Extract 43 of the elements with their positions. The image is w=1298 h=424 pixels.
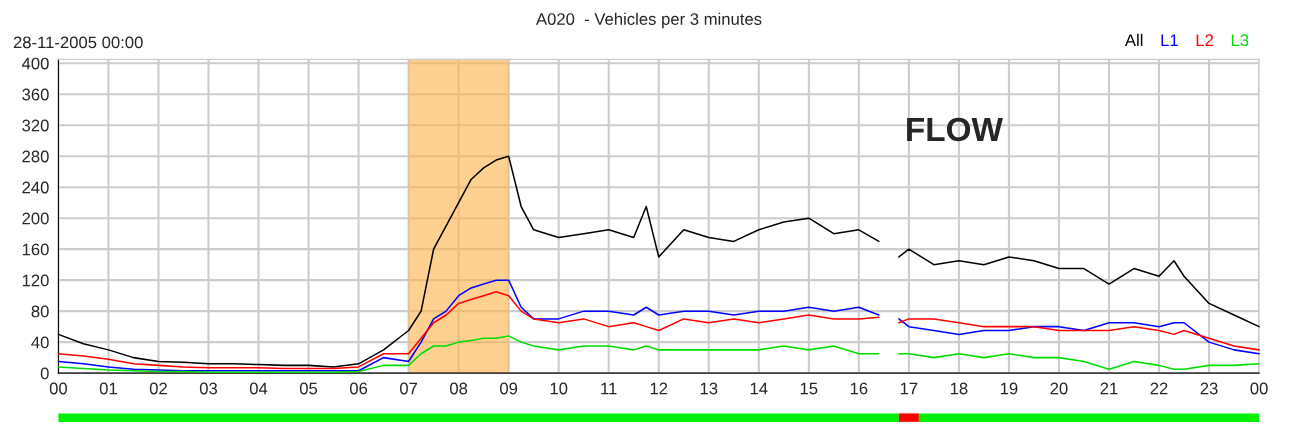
y-tick-label: 0: [40, 367, 49, 380]
chart-subtitle: 28-11-2005 00:00: [13, 36, 143, 49]
x-tick-label: 10: [550, 382, 568, 395]
x-tick-label: 00: [49, 382, 68, 395]
y-tick-label: 320: [22, 119, 49, 132]
x-tick-label: 14: [750, 382, 768, 395]
annotation: FLOW: [907, 117, 1003, 142]
x-tick-label: 13: [700, 382, 718, 395]
y-tick-label: 400: [21, 57, 49, 70]
chart-title: A020 - Vehicles per 3 minutes: [536, 12, 762, 29]
x-tick-label: 06: [349, 382, 368, 395]
x-tick-label: 07: [399, 382, 418, 395]
y-tick-label: 280: [22, 150, 49, 163]
x-tick-label: 09: [500, 382, 518, 395]
x-tick-label: 15: [800, 382, 818, 395]
x-tick-label: 22: [1150, 382, 1168, 395]
y-tick-label: 200: [22, 212, 49, 225]
x-tick-label: 11: [601, 382, 617, 395]
x-tick-label: 05: [299, 382, 318, 395]
x-tick-label: 16: [850, 382, 868, 395]
x-tick-label: 04: [249, 382, 268, 395]
x-tick-label: 03: [199, 382, 218, 395]
x-tick-label: 18: [950, 382, 968, 395]
text: All: [1124, 33, 1143, 46]
text: L1: [1161, 34, 1178, 46]
y-tick-label: 80: [31, 305, 49, 318]
x-tick-label: 21: [1100, 382, 1118, 395]
y-tick-label: 360: [22, 88, 49, 101]
x-tick-label: 01: [99, 382, 117, 395]
text: L3: [1231, 34, 1249, 47]
text: L2: [1196, 34, 1214, 46]
x-tick-label: 19: [1000, 382, 1018, 395]
x-tick-label: 08: [450, 382, 468, 395]
x-tick-label: 12: [650, 382, 668, 395]
y-tick-label: 160: [22, 243, 49, 256]
x-tick-label: 20: [1050, 382, 1068, 395]
y-tick-label: 240: [22, 181, 49, 194]
x-tick-label: 00: [1250, 382, 1268, 395]
x-tick-label: 23: [1200, 382, 1218, 395]
x-tick-label: 17: [900, 382, 918, 395]
y-tick-label: 40: [31, 336, 49, 349]
x-tick-label: 02: [149, 382, 167, 395]
y-tick-label: 120: [22, 274, 49, 287]
